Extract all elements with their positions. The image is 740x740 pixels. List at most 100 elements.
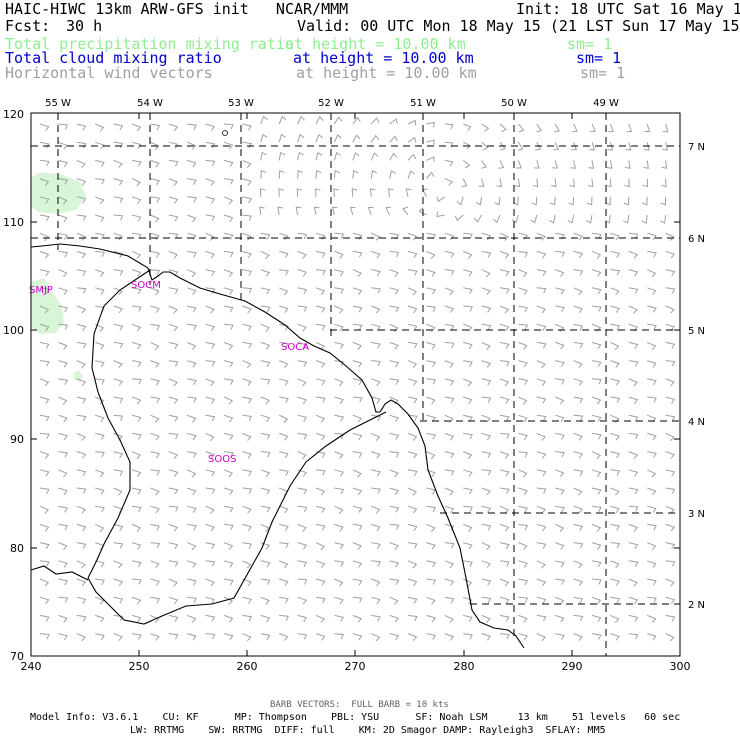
wind-barb xyxy=(499,287,510,294)
wind-barb xyxy=(260,469,271,478)
wind-barb xyxy=(58,633,68,641)
wind-barb xyxy=(333,134,342,143)
border-suriname-guyana xyxy=(87,269,387,625)
wind-barb xyxy=(481,360,492,368)
wind-barb xyxy=(279,614,289,622)
wind-barb xyxy=(242,469,252,477)
wind-barb xyxy=(39,250,50,259)
x-tick-250: 250 xyxy=(129,660,150,673)
wind-barb xyxy=(242,633,252,642)
wind-barb xyxy=(499,432,510,440)
wind-barb xyxy=(260,578,271,585)
wind-barb xyxy=(297,596,307,605)
wind-barb xyxy=(643,160,649,169)
wind-barb xyxy=(536,123,543,133)
wind-barb xyxy=(591,378,602,385)
wind-barb xyxy=(76,414,87,422)
wind-barb xyxy=(370,134,380,143)
wind-barb xyxy=(371,341,381,349)
wind-barb xyxy=(608,123,615,133)
wind-barb xyxy=(518,341,528,350)
wind-barb xyxy=(444,141,454,148)
wind-barb xyxy=(591,469,602,477)
wind-barb xyxy=(131,378,142,385)
wind-barb xyxy=(389,505,400,513)
wind-barb xyxy=(590,123,596,133)
wind-barb xyxy=(352,134,361,143)
wind-barb xyxy=(573,614,584,622)
wind-barb xyxy=(95,414,105,423)
wind-barb xyxy=(387,188,394,197)
wind-barb xyxy=(76,360,86,369)
wind-barb xyxy=(499,269,510,277)
wind-barb xyxy=(150,214,160,223)
field-precip-name: Total precipitation mixing ratio xyxy=(5,35,294,53)
wind-barb xyxy=(315,169,322,179)
wind-barb xyxy=(481,633,492,641)
wind-barb xyxy=(297,633,308,640)
wind-barb xyxy=(279,250,289,258)
wind-barb xyxy=(95,196,105,205)
init-time: Init: 18 UTC Sat 16 May 15 xyxy=(516,0,740,18)
wind-barb xyxy=(76,469,87,477)
wind-barb xyxy=(555,269,565,277)
wind-barb xyxy=(371,269,381,277)
wind-barb xyxy=(407,451,418,459)
wind-barb xyxy=(297,360,308,367)
wind-barb xyxy=(315,323,326,331)
wind-barb xyxy=(426,451,436,460)
wind-barb xyxy=(647,232,657,240)
wind-barb xyxy=(260,396,271,405)
wind-barb xyxy=(279,341,289,349)
wind-barb xyxy=(187,178,197,185)
wind-barb xyxy=(481,305,492,313)
wind-barb xyxy=(444,159,454,167)
wind-barb xyxy=(573,469,584,476)
wind-barb xyxy=(628,250,639,259)
wind-barb xyxy=(610,596,621,604)
wind-barb xyxy=(610,451,620,459)
wind-barb xyxy=(660,196,667,206)
wind-barb xyxy=(223,159,234,168)
wind-barb xyxy=(131,542,142,550)
wind-barb xyxy=(187,578,197,586)
wind-barb xyxy=(407,153,417,161)
wind-barb xyxy=(334,287,345,294)
wind-barb xyxy=(260,133,268,143)
wind-barb xyxy=(367,206,374,216)
wind-barb xyxy=(389,341,399,350)
wind-barb xyxy=(623,214,630,224)
wind-barb xyxy=(573,323,584,331)
wind-barb xyxy=(205,341,216,349)
wind-barb xyxy=(407,432,418,441)
wind-barb xyxy=(131,159,142,167)
wind-barb xyxy=(549,196,556,206)
wind-barb xyxy=(665,523,676,532)
wind-barb xyxy=(456,196,464,206)
wind-barb xyxy=(297,151,304,161)
wind-barb xyxy=(647,378,657,386)
wind-barb xyxy=(407,414,418,421)
wind-barb xyxy=(481,269,491,278)
wind-barb xyxy=(260,232,271,240)
wind-barb xyxy=(334,451,344,459)
wind-barb xyxy=(223,487,234,495)
wind-barb xyxy=(573,451,584,459)
wind-barb xyxy=(94,323,105,332)
wind-barb xyxy=(278,133,286,143)
wind-barb xyxy=(444,250,455,258)
wind-barb xyxy=(113,141,124,149)
forecast-label: Fcst: xyxy=(5,17,51,35)
wind-barb xyxy=(58,487,68,496)
wind-barb xyxy=(113,341,124,349)
wind-barb xyxy=(536,414,547,422)
wind-barb xyxy=(242,123,252,131)
wind-barb xyxy=(223,232,234,240)
wind-barb xyxy=(223,596,234,605)
wind-barb xyxy=(297,432,308,440)
wind-barb xyxy=(518,469,528,478)
wind-barb xyxy=(422,188,428,198)
wind-barb xyxy=(610,560,620,569)
wind-barb xyxy=(39,578,50,587)
wind-barb xyxy=(242,560,252,569)
